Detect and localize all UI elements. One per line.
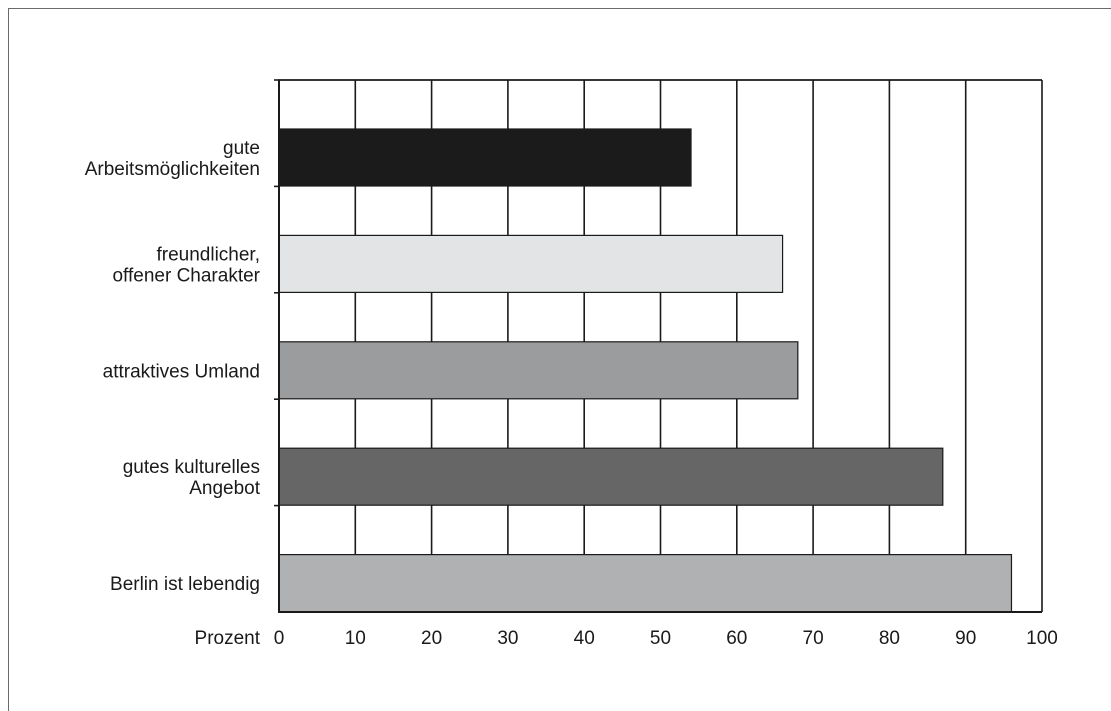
category-label-line: gute: [223, 138, 260, 159]
bars: [278, 128, 1013, 613]
x-tick-label: 0: [274, 628, 285, 649]
x-tick-label: 80: [879, 628, 900, 649]
bar: [278, 341, 799, 400]
tick-labels: 0 10 20 30 40 50 60 70 80 90 100: [274, 628, 1058, 649]
x-tick-label: 10: [345, 628, 366, 649]
axes: [274, 79, 1042, 613]
x-tick-label: 100: [1026, 628, 1058, 649]
category-label: gute Arbeitsmöglichkeiten: [85, 138, 260, 180]
category-label-line: attraktives Umland: [103, 361, 260, 382]
category-label-line: Berlin ist lebendig: [110, 574, 260, 595]
category-label-line: Angebot: [189, 478, 261, 499]
x-tick-label: 90: [955, 628, 976, 649]
x-tick-label: 30: [497, 628, 518, 649]
x-tick-label: 20: [421, 628, 442, 649]
x-tick-label: 40: [574, 628, 595, 649]
category-label-line: gutes kulturelles: [123, 457, 260, 478]
bar: [278, 234, 784, 293]
category-label-line: Arbeitsmöglichkeiten: [85, 159, 260, 180]
category-label-line: freundlicher,: [156, 244, 260, 265]
bar: [278, 553, 1013, 613]
bar: [278, 447, 944, 506]
x-axis-label: Prozent: [195, 628, 261, 649]
category-label: gutes kulturelles Angebot: [123, 457, 261, 499]
category-label: freundlicher, offener Charakter: [112, 244, 260, 286]
category-label: attraktives Umland: [103, 361, 260, 382]
category-label-line: offener Charakter: [112, 265, 260, 286]
x-tick-label: 60: [726, 628, 747, 649]
category-labels: gute Arbeitsmöglichkeiten freundlicher, off…: [85, 138, 261, 595]
bar: [278, 128, 692, 187]
category-label: Berlin ist lebendig: [110, 574, 260, 595]
x-tick-label: 50: [650, 628, 671, 649]
x-tick-label: 70: [803, 628, 824, 649]
